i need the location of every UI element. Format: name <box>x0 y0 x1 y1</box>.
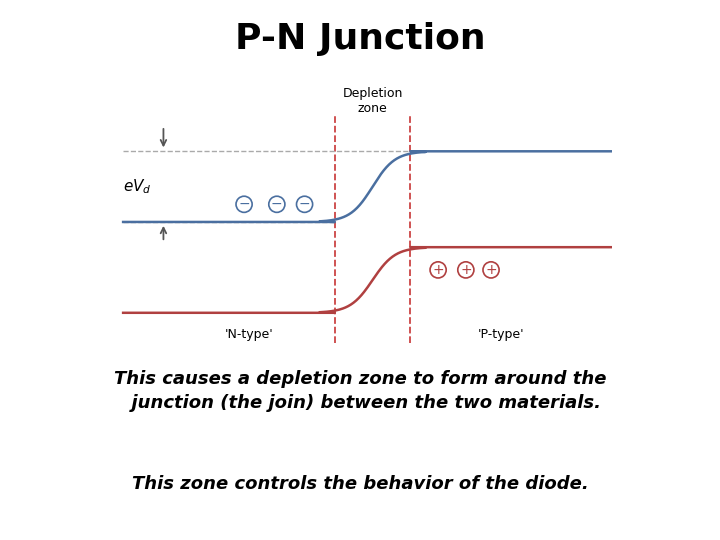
Text: −: − <box>299 197 310 211</box>
Text: +: + <box>432 263 444 277</box>
Text: $eV_d$: $eV_d$ <box>123 177 152 196</box>
Text: This zone controls the behavior of the diode.: This zone controls the behavior of the d… <box>132 475 588 493</box>
Text: −: − <box>271 197 283 211</box>
Text: This causes a depletion zone to form around the
  junction (the join) between th: This causes a depletion zone to form aro… <box>114 370 606 411</box>
Text: +: + <box>460 263 472 277</box>
Text: Depletion
zone: Depletion zone <box>343 87 402 115</box>
Text: +: + <box>485 263 497 277</box>
Text: −: − <box>238 197 250 211</box>
Text: P-N Junction: P-N Junction <box>235 22 485 56</box>
Text: 'P-type': 'P-type' <box>478 328 524 341</box>
Text: 'N-type': 'N-type' <box>225 328 274 341</box>
